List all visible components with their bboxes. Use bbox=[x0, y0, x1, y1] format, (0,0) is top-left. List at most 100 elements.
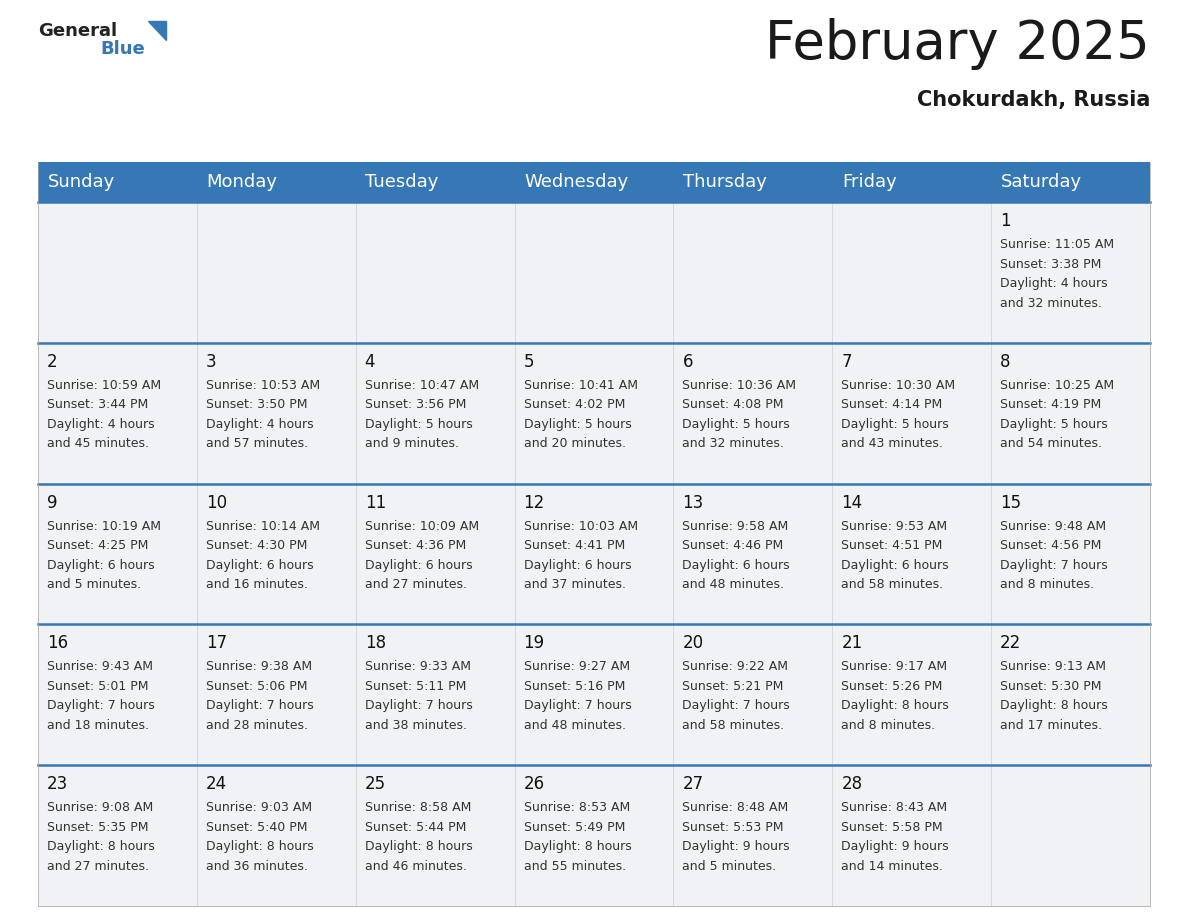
Bar bbox=[833, 202, 991, 342]
Bar bbox=[991, 624, 1150, 766]
Bar bbox=[38, 342, 197, 484]
Text: Thursday: Thursday bbox=[683, 173, 766, 191]
Text: and 45 minutes.: and 45 minutes. bbox=[48, 437, 148, 451]
Text: and 8 minutes.: and 8 minutes. bbox=[841, 719, 935, 732]
Text: and 46 minutes.: and 46 minutes. bbox=[365, 859, 467, 873]
Text: 24: 24 bbox=[206, 775, 227, 793]
Text: 1: 1 bbox=[1000, 212, 1011, 230]
Text: Sunrise: 10:14 AM: Sunrise: 10:14 AM bbox=[206, 520, 320, 532]
Text: Sunset: 4:02 PM: Sunset: 4:02 PM bbox=[524, 398, 625, 411]
Text: and 8 minutes.: and 8 minutes. bbox=[1000, 578, 1094, 591]
Bar bbox=[674, 624, 833, 766]
Text: Sunset: 3:44 PM: Sunset: 3:44 PM bbox=[48, 398, 148, 411]
Text: Sunrise: 9:58 AM: Sunrise: 9:58 AM bbox=[682, 520, 789, 532]
Text: and 17 minutes.: and 17 minutes. bbox=[1000, 719, 1102, 732]
Text: 20: 20 bbox=[682, 634, 703, 653]
Text: Daylight: 6 hours: Daylight: 6 hours bbox=[841, 558, 949, 572]
Text: and 54 minutes.: and 54 minutes. bbox=[1000, 437, 1102, 451]
Text: and 58 minutes.: and 58 minutes. bbox=[682, 719, 784, 732]
Text: and 38 minutes.: and 38 minutes. bbox=[365, 719, 467, 732]
Text: Sunrise: 11:05 AM: Sunrise: 11:05 AM bbox=[1000, 238, 1114, 251]
Text: 27: 27 bbox=[682, 775, 703, 793]
Text: Sunrise: 9:43 AM: Sunrise: 9:43 AM bbox=[48, 660, 153, 674]
Text: February 2025: February 2025 bbox=[765, 18, 1150, 70]
Text: Sunrise: 8:53 AM: Sunrise: 8:53 AM bbox=[524, 801, 630, 814]
Bar bbox=[197, 162, 355, 202]
Bar bbox=[514, 624, 674, 766]
Text: Sunset: 4:25 PM: Sunset: 4:25 PM bbox=[48, 539, 148, 552]
Polygon shape bbox=[148, 21, 166, 40]
Text: Daylight: 6 hours: Daylight: 6 hours bbox=[682, 558, 790, 572]
Bar bbox=[514, 484, 674, 624]
Text: Sunrise: 9:53 AM: Sunrise: 9:53 AM bbox=[841, 520, 947, 532]
Text: Sunrise: 10:09 AM: Sunrise: 10:09 AM bbox=[365, 520, 479, 532]
Text: Sunrise: 8:43 AM: Sunrise: 8:43 AM bbox=[841, 801, 947, 814]
Text: Sunrise: 10:19 AM: Sunrise: 10:19 AM bbox=[48, 520, 162, 532]
Text: Sunset: 5:35 PM: Sunset: 5:35 PM bbox=[48, 821, 148, 834]
Bar bbox=[38, 766, 197, 906]
Text: Sunset: 5:44 PM: Sunset: 5:44 PM bbox=[365, 821, 466, 834]
Text: 12: 12 bbox=[524, 494, 545, 511]
Bar bbox=[355, 624, 514, 766]
Text: Sunset: 4:14 PM: Sunset: 4:14 PM bbox=[841, 398, 942, 411]
Bar bbox=[833, 162, 991, 202]
Bar bbox=[197, 766, 355, 906]
Text: Sunrise: 10:36 AM: Sunrise: 10:36 AM bbox=[682, 379, 796, 392]
Bar bbox=[833, 342, 991, 484]
Bar bbox=[833, 766, 991, 906]
Text: Sunset: 3:50 PM: Sunset: 3:50 PM bbox=[206, 398, 308, 411]
Text: 25: 25 bbox=[365, 775, 386, 793]
Text: Sunset: 5:16 PM: Sunset: 5:16 PM bbox=[524, 680, 625, 693]
Bar bbox=[197, 484, 355, 624]
Text: and 16 minutes.: and 16 minutes. bbox=[206, 578, 308, 591]
Bar bbox=[38, 484, 197, 624]
Bar bbox=[38, 202, 197, 342]
Bar bbox=[991, 484, 1150, 624]
Text: 10: 10 bbox=[206, 494, 227, 511]
Bar bbox=[355, 202, 514, 342]
Text: Sunrise: 9:22 AM: Sunrise: 9:22 AM bbox=[682, 660, 789, 674]
Bar bbox=[991, 766, 1150, 906]
Text: Daylight: 8 hours: Daylight: 8 hours bbox=[524, 840, 631, 853]
Text: 14: 14 bbox=[841, 494, 862, 511]
Text: Friday: Friday bbox=[842, 173, 897, 191]
Text: and 14 minutes.: and 14 minutes. bbox=[841, 859, 943, 873]
Text: 13: 13 bbox=[682, 494, 703, 511]
Text: 6: 6 bbox=[682, 353, 693, 371]
Text: Sunset: 3:38 PM: Sunset: 3:38 PM bbox=[1000, 258, 1101, 271]
Text: Sunrise: 9:33 AM: Sunrise: 9:33 AM bbox=[365, 660, 470, 674]
Text: 3: 3 bbox=[206, 353, 216, 371]
Text: Daylight: 9 hours: Daylight: 9 hours bbox=[841, 840, 949, 853]
Bar bbox=[197, 342, 355, 484]
Bar bbox=[833, 624, 991, 766]
Text: Sunrise: 10:25 AM: Sunrise: 10:25 AM bbox=[1000, 379, 1114, 392]
Bar bbox=[991, 342, 1150, 484]
Text: Daylight: 6 hours: Daylight: 6 hours bbox=[206, 558, 314, 572]
Bar bbox=[38, 162, 197, 202]
Text: Sunset: 4:51 PM: Sunset: 4:51 PM bbox=[841, 539, 942, 552]
Text: and 18 minutes.: and 18 minutes. bbox=[48, 719, 148, 732]
Text: Sunset: 5:58 PM: Sunset: 5:58 PM bbox=[841, 821, 943, 834]
Text: Wednesday: Wednesday bbox=[524, 173, 628, 191]
Bar bbox=[355, 484, 514, 624]
Text: Daylight: 7 hours: Daylight: 7 hours bbox=[524, 700, 631, 712]
Text: 26: 26 bbox=[524, 775, 544, 793]
Text: Sunrise: 9:03 AM: Sunrise: 9:03 AM bbox=[206, 801, 312, 814]
Text: and 20 minutes.: and 20 minutes. bbox=[524, 437, 626, 451]
Text: Tuesday: Tuesday bbox=[365, 173, 438, 191]
Text: Sunset: 4:56 PM: Sunset: 4:56 PM bbox=[1000, 539, 1101, 552]
Text: 7: 7 bbox=[841, 353, 852, 371]
Text: 11: 11 bbox=[365, 494, 386, 511]
Text: and 32 minutes.: and 32 minutes. bbox=[682, 437, 784, 451]
Bar bbox=[674, 766, 833, 906]
Text: Daylight: 5 hours: Daylight: 5 hours bbox=[1000, 418, 1108, 431]
Text: 8: 8 bbox=[1000, 353, 1011, 371]
Text: Daylight: 8 hours: Daylight: 8 hours bbox=[1000, 700, 1108, 712]
Text: Blue: Blue bbox=[100, 40, 145, 58]
Text: Daylight: 8 hours: Daylight: 8 hours bbox=[365, 840, 473, 853]
Text: Sunrise: 9:08 AM: Sunrise: 9:08 AM bbox=[48, 801, 153, 814]
Bar bbox=[674, 484, 833, 624]
Bar bbox=[991, 202, 1150, 342]
Bar bbox=[514, 766, 674, 906]
Text: Sunset: 5:21 PM: Sunset: 5:21 PM bbox=[682, 680, 784, 693]
